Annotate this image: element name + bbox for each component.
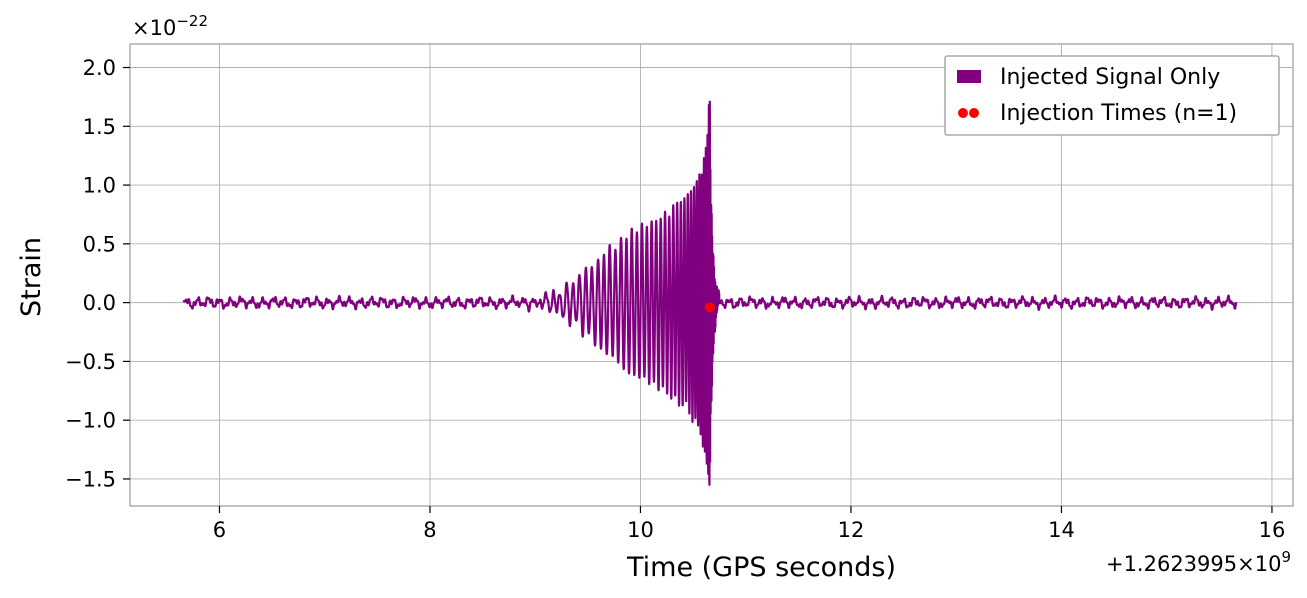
y-tick-label: −1.0 [65, 409, 116, 433]
y-axis-label: Strain [16, 237, 47, 317]
legend-label-injected-signal: Injected Signal Only [1000, 65, 1220, 90]
y-tick-label: −1.5 [65, 467, 116, 491]
x-tick-label: 10 [627, 518, 654, 542]
y-scale-factor: ×10−22 [132, 12, 208, 40]
legend-label-injection-times: Injection Times (n=1) [1000, 101, 1237, 126]
x-offset-label: +1.2623995×109 [1106, 548, 1291, 576]
x-tick-label: 14 [1048, 518, 1075, 542]
series-layer [182, 100, 1238, 486]
y-tick-label: 1.5 [83, 115, 116, 139]
y-tick-label: −0.5 [65, 350, 116, 374]
x-axis-label: Time (GPS seconds) [626, 552, 896, 583]
x-offset-base: +1.2623995×10 [1106, 552, 1281, 576]
legend-box [944, 55, 1280, 136]
x-tick-label: 8 [423, 518, 436, 542]
x-tick-label: 12 [838, 518, 865, 542]
legend-marker-injection-times [969, 108, 979, 118]
y-scale-exponent: −22 [176, 12, 208, 30]
series-line-injected-signal [182, 100, 1238, 486]
y-tick-label: 2.0 [83, 56, 116, 80]
legend: Injected Signal Only Injection Times (n=… [944, 55, 1280, 136]
legend-swatch-injected-signal [957, 70, 981, 83]
legend-marker-injection-times [958, 108, 968, 118]
y-tick-label: 0.5 [83, 232, 116, 256]
x-tick-label: 16 [1259, 518, 1286, 542]
axes-layer: 6 8 10 12 14 16 −1.5 −1.0 −0.5 0.0 0.5 1.0 1.5 2.0 [65, 56, 1285, 542]
x-tick-label: 6 [213, 518, 226, 542]
scatter-point-injection-time [704, 302, 715, 313]
plot-frame [129, 43, 1294, 507]
x-offset-exponent: 9 [1281, 548, 1291, 566]
y-tick-label: 0.0 [83, 291, 116, 315]
y-tick-label: 1.0 [83, 174, 116, 198]
y-scale-base: ×10 [132, 16, 176, 40]
